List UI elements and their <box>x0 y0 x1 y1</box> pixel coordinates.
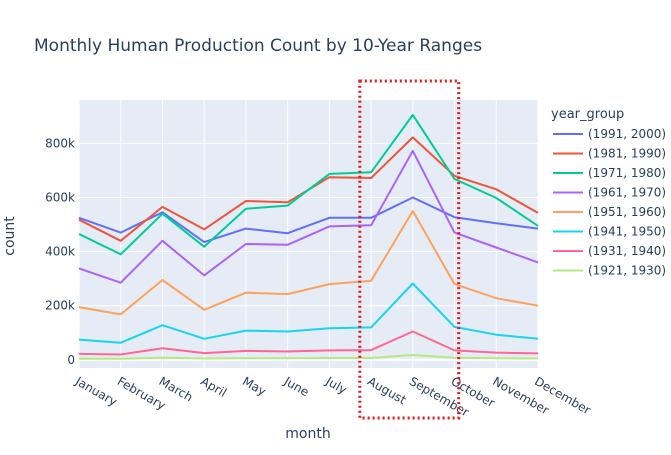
legend-label: (1951, 1960) <box>588 205 666 219</box>
y-tick-label: 800k <box>45 136 75 150</box>
highlight-box <box>358 79 461 420</box>
highlight-rect <box>358 79 461 420</box>
series-line <box>78 149 539 284</box>
x-tick-label: May <box>240 374 268 399</box>
legend-label: (1931, 1940) <box>588 244 666 258</box>
y-axis-ticks: 0 200k 400k 600k 800k <box>45 136 75 367</box>
x-tick-label: April <box>198 374 229 400</box>
series-lines <box>78 113 539 360</box>
x-tick-label: January <box>72 374 119 409</box>
plot-area <box>79 100 538 368</box>
legend-label: (1921, 1930) <box>588 264 666 278</box>
series-line <box>78 282 539 344</box>
legend-label: (1941, 1950) <box>588 225 666 239</box>
series-line <box>79 354 539 360</box>
series-line <box>78 330 539 356</box>
x-axis-title: month <box>285 426 330 442</box>
y-tick-label: 600k <box>45 190 75 204</box>
y-tick-label: 400k <box>45 245 75 259</box>
chart-title: Monthly Human Production Count by 10-Yea… <box>34 36 482 56</box>
y-axis-title: count <box>2 216 18 256</box>
series-line <box>78 210 539 316</box>
y-tick-label: 200k <box>45 299 75 313</box>
x-tick-label: August <box>365 374 409 407</box>
legend-label: (1961, 1970) <box>588 186 666 200</box>
y-tick-label: 0 <box>67 353 75 367</box>
legend: year_group (1991, 2000) (1981, 1990) (1971… <box>551 107 666 278</box>
legend-label: (1991, 2000) <box>588 127 666 141</box>
x-tick-label: July <box>323 374 350 397</box>
legend-label: (1981, 1990) <box>588 147 666 161</box>
series-line <box>78 196 539 244</box>
x-tick-label: June <box>281 374 312 400</box>
series-line <box>78 113 539 256</box>
legend-label: (1971, 1980) <box>588 166 666 180</box>
legend-title: year_group <box>551 107 624 122</box>
